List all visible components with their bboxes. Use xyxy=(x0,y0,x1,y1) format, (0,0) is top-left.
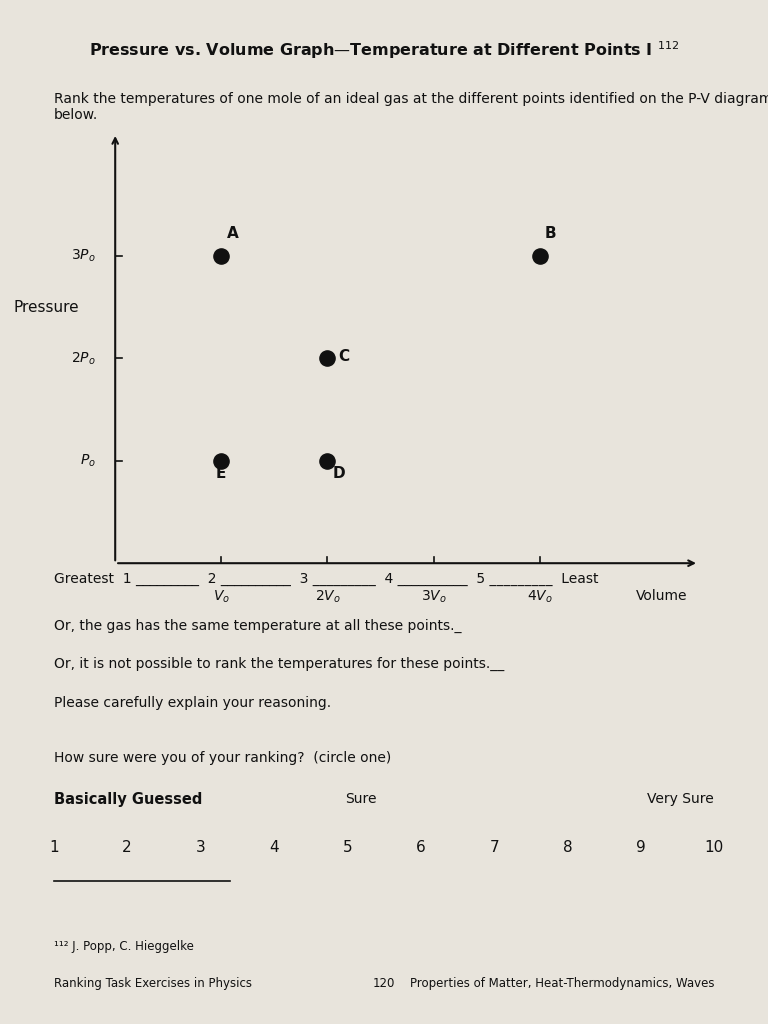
Text: Ranking Task Exercises in Physics: Ranking Task Exercises in Physics xyxy=(54,977,252,990)
Text: Very Sure: Very Sure xyxy=(647,792,714,806)
Text: B: B xyxy=(545,225,557,241)
Text: 6: 6 xyxy=(415,841,425,855)
Text: Basically Guessed: Basically Guessed xyxy=(54,792,202,807)
Text: $3V_o$: $3V_o$ xyxy=(421,589,446,605)
Text: 120: 120 xyxy=(372,977,396,990)
Text: Rank the temperatures of one mole of an ideal gas at the different points identi: Rank the temperatures of one mole of an … xyxy=(54,92,768,122)
Text: 5: 5 xyxy=(343,841,352,855)
Point xyxy=(321,350,333,367)
Text: Properties of Matter, Heat-Thermodynamics, Waves: Properties of Matter, Heat-Thermodynamic… xyxy=(410,977,714,990)
Text: $3P_o$: $3P_o$ xyxy=(71,248,96,264)
Text: Pressure vs. Volume Graph—Temperature at Different Points I $^{112}$: Pressure vs. Volume Graph—Temperature at… xyxy=(88,39,680,60)
Point xyxy=(321,453,333,469)
Text: 7: 7 xyxy=(489,841,499,855)
Text: Greatest  1 _________  2 __________  3 _________  4 __________  5 _________  Lea: Greatest 1 _________ 2 __________ 3 ____… xyxy=(54,571,598,586)
Point xyxy=(215,453,227,469)
Text: ¹¹² J. Popp, C. Hieggelke: ¹¹² J. Popp, C. Hieggelke xyxy=(54,940,194,953)
Text: Pressure: Pressure xyxy=(13,300,79,314)
Text: $4V_o$: $4V_o$ xyxy=(527,589,553,605)
Text: D: D xyxy=(333,466,346,481)
Text: 9: 9 xyxy=(636,841,646,855)
Text: Sure: Sure xyxy=(345,792,377,806)
Text: 4: 4 xyxy=(269,841,279,855)
Text: 3: 3 xyxy=(196,841,205,855)
Point xyxy=(215,248,227,264)
Text: E: E xyxy=(216,466,227,481)
Text: $P_o$: $P_o$ xyxy=(80,453,96,469)
Text: Or, the gas has the same temperature at all these points._: Or, the gas has the same temperature at … xyxy=(54,618,462,633)
Text: 8: 8 xyxy=(563,841,572,855)
Text: 1: 1 xyxy=(49,841,58,855)
Text: $2V_o$: $2V_o$ xyxy=(315,589,340,605)
Text: $V_o$: $V_o$ xyxy=(213,589,230,605)
Text: How sure were you of your ranking?  (circle one): How sure were you of your ranking? (circ… xyxy=(54,751,391,765)
Text: A: A xyxy=(227,225,238,241)
Point xyxy=(534,248,546,264)
Text: Volume: Volume xyxy=(636,589,687,603)
Text: C: C xyxy=(338,348,349,364)
Text: Or, it is not possible to rank the temperatures for these points.__: Or, it is not possible to rank the tempe… xyxy=(54,657,504,672)
Text: 10: 10 xyxy=(704,841,724,855)
Text: 2: 2 xyxy=(122,841,132,855)
Text: $2P_o$: $2P_o$ xyxy=(71,350,96,367)
Text: Please carefully explain your reasoning.: Please carefully explain your reasoning. xyxy=(54,695,331,710)
